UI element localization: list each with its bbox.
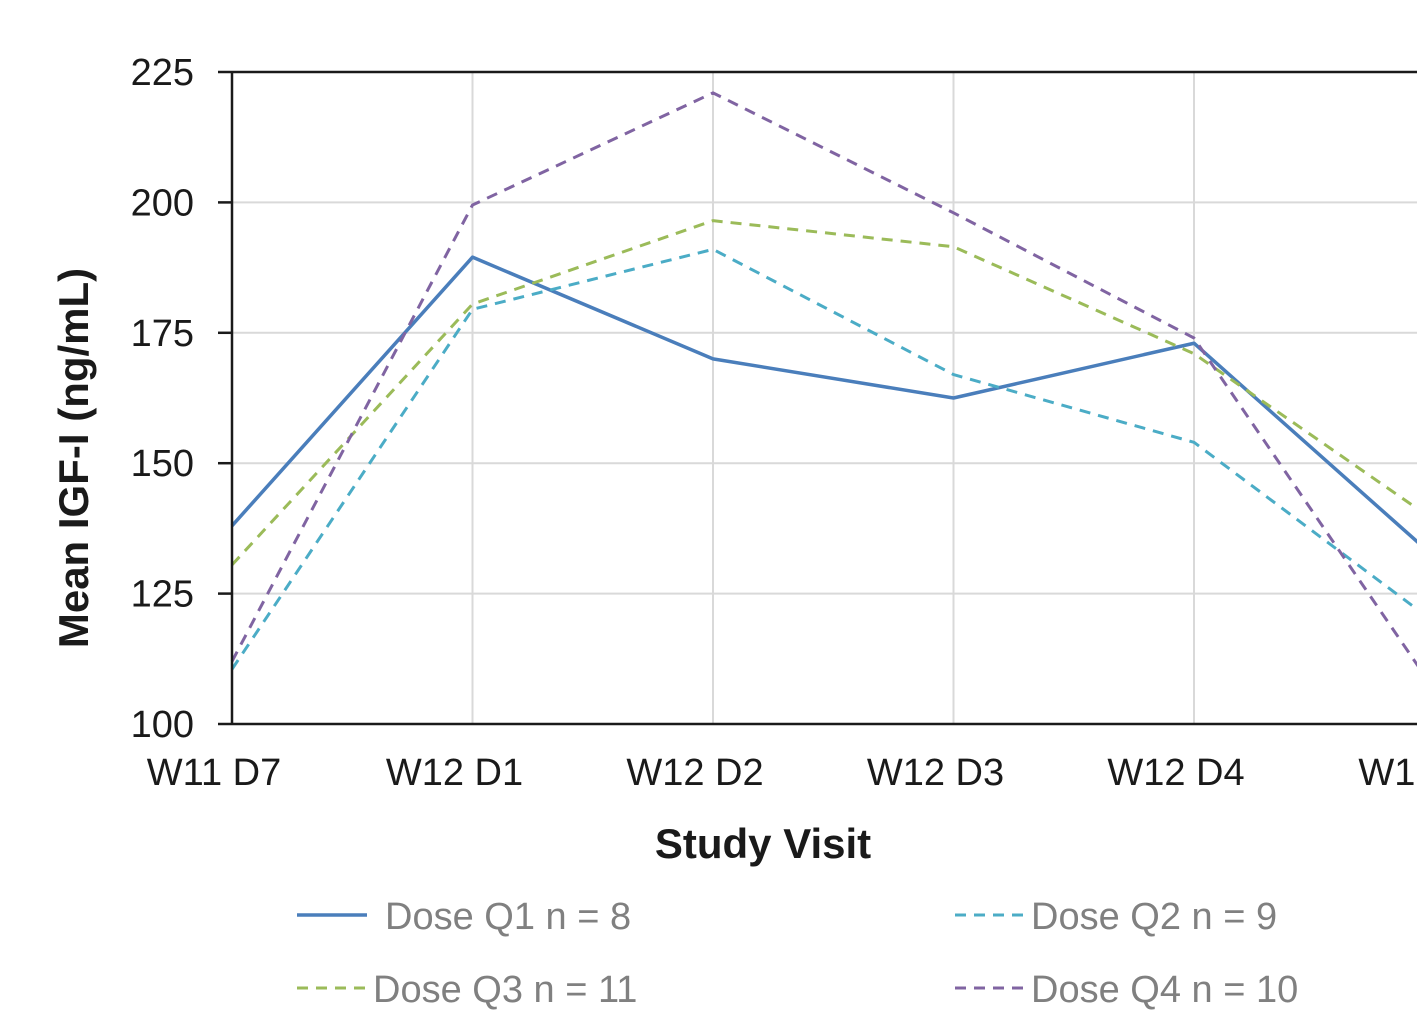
y-tick-label: 100 <box>131 704 194 746</box>
y-tick-labels: 100 125 150 175 200 225 <box>131 52 194 746</box>
y-axis-title: Mean IGF-I (ng/mL) <box>50 268 97 648</box>
x-tick-label: W12 D1 <box>386 752 523 794</box>
series-line-q3 <box>230 219 1417 566</box>
y-tick-label: 150 <box>131 443 194 485</box>
x-axis-title: Study Visit <box>655 820 871 867</box>
y-tick-label: 200 <box>131 182 194 224</box>
y-tick-label: 225 <box>131 52 194 94</box>
series-line-q4 <box>230 91 1417 668</box>
x-tick-label: W12 D2 <box>626 752 763 794</box>
series-line-q1 <box>230 255 1417 544</box>
y-tick-label: 125 <box>131 574 194 616</box>
gridlines <box>232 71 1417 724</box>
legend: Dose Q1 n = 8 Dose Q2 n = 9 Dose Q3 n = 11… <box>297 896 1298 1010</box>
x-tick-label: W12 D <box>1358 752 1417 794</box>
x-tick-labels: W11 D7 W12 D1 W12 D2 W12 D3 W12 D4 W12 D <box>147 752 1417 794</box>
legend-label-q4: Dose Q4 n = 10 <box>1031 969 1298 1010</box>
x-tick-label: W12 D4 <box>1107 752 1244 794</box>
series-lines <box>230 91 1417 671</box>
series-line-q2 <box>230 247 1417 671</box>
legend-label-q1: Dose Q1 n = 8 <box>385 896 631 938</box>
x-tick-label: W11 D7 <box>147 752 281 794</box>
x-tick-label: W12 D3 <box>867 752 1004 794</box>
axes <box>218 70 1417 726</box>
y-tick-label: 175 <box>131 313 194 355</box>
legend-label-q3: Dose Q3 n = 11 <box>373 969 637 1010</box>
legend-label-q2: Dose Q2 n = 9 <box>1031 896 1277 938</box>
